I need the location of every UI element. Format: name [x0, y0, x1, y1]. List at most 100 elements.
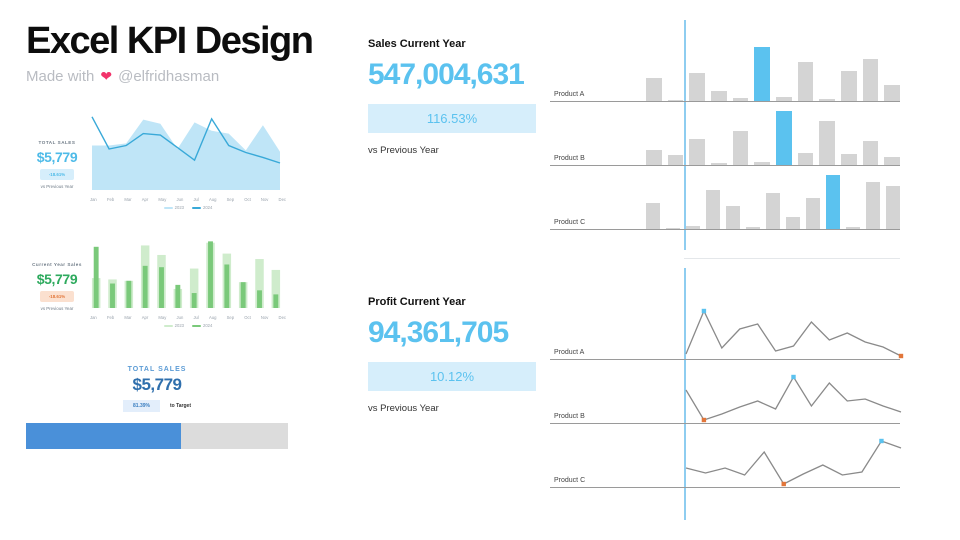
bar — [689, 72, 706, 101]
legend-label: 2023 — [174, 323, 184, 328]
legend-item: 2024 — [192, 205, 212, 210]
progress-bar-track — [26, 423, 288, 449]
bar — [689, 138, 706, 165]
x-tick: Sep — [226, 315, 235, 320]
x-tick: Jul — [193, 315, 199, 320]
x-tick: Jul — [193, 197, 199, 202]
bar-chart: Jan Feb Mar Apr May Jun Jul Aug Sep Oct Nov Dec 202… — [88, 236, 288, 336]
bar — [732, 131, 749, 165]
bar — [862, 141, 879, 165]
right-column: Sales Current Year 547,004,631 116.53% v… — [340, 0, 960, 540]
kpi-block-2: Current Year Sales $5,779 -18.61% vs Pre… — [26, 236, 88, 336]
bar — [886, 185, 900, 229]
bar — [766, 193, 780, 229]
kpi-subtext: vs Previous Year — [40, 183, 74, 189]
bar — [884, 84, 901, 101]
accent-divider-top — [684, 20, 686, 250]
bar — [884, 157, 901, 165]
baseline — [550, 100, 900, 102]
bar — [841, 154, 857, 165]
product-label: Product A — [554, 349, 585, 356]
bar-chart-svg — [91, 241, 281, 308]
kpi-label: Current Year Sales — [32, 261, 82, 267]
card-current-year-bars: Current Year Sales $5,779 -18.61% vs Pre… — [26, 236, 288, 336]
legend-swatch — [192, 324, 201, 327]
bar — [646, 78, 662, 101]
credit-line: Made with ❤ @elfridhasman — [26, 68, 320, 85]
baseline — [550, 228, 900, 230]
product-bar-row: Product C — [550, 166, 900, 230]
bar — [797, 152, 814, 165]
product-label: Product A — [554, 91, 585, 98]
bar — [711, 162, 727, 165]
bar — [706, 189, 720, 229]
bar — [841, 71, 857, 101]
bar — [819, 98, 836, 101]
product-line-row: Product A — [550, 296, 904, 360]
bar — [776, 96, 792, 101]
accent-divider-bottom — [684, 268, 686, 520]
x-tick: Dec — [278, 315, 286, 320]
legend-item: 2023 — [163, 205, 184, 210]
bar-chart-x-axis: Jan Feb Mar Apr May Jun Jul Aug Sep Oct Nov Dec — [88, 315, 288, 320]
kpi-value: $5,779 — [36, 148, 78, 165]
profit-panel: Profit Current Year 94,361,705 10.12% vs… — [340, 296, 960, 488]
x-tick: Nov — [260, 197, 269, 202]
x-tick: Apr — [141, 315, 149, 320]
card-progress-to-target: TOTAL SALES $5,779 81.39% to Target — [26, 366, 288, 452]
bar-group — [646, 45, 901, 101]
bar-highlighted — [754, 46, 771, 101]
heart-icon: ❤ — [100, 67, 113, 84]
legend-label: 2024 — [203, 323, 213, 328]
section-separator — [684, 258, 900, 259]
author-handle: @elfridhasman — [118, 67, 220, 85]
sales-subtext: vs Previous Year — [368, 145, 439, 156]
x-tick: May — [158, 315, 167, 320]
sales-panel: Sales Current Year 547,004,631 116.53% v… — [340, 38, 960, 230]
profit-label: Profit Current Year — [368, 296, 466, 308]
x-tick: Jan — [90, 315, 97, 320]
profit-product-lines: Product A Product B Product C — [550, 296, 960, 488]
product-label: Product C — [554, 477, 586, 484]
page-title: Excel KPI Design — [26, 20, 314, 62]
sales-value: 547,004,631 — [368, 58, 525, 91]
x-tick: Dec — [278, 197, 286, 202]
kpi-block-1: TOTAL SALES $5,779 -18.61% vs Previous Y… — [26, 108, 88, 220]
bar — [732, 98, 749, 101]
x-tick: Apr — [141, 197, 149, 202]
x-tick: Aug — [208, 197, 217, 202]
product-label: Product B — [554, 413, 585, 420]
bar — [797, 61, 814, 101]
profit-subtext: vs Previous Year — [368, 403, 439, 414]
x-tick: Feb — [106, 315, 115, 320]
profit-kpi: Profit Current Year 94,361,705 10.12% vs… — [340, 296, 550, 488]
profit-badge: 10.12% — [368, 362, 536, 391]
bar — [646, 202, 660, 229]
bar — [866, 182, 880, 229]
x-tick: Oct — [244, 315, 251, 320]
bar-chart-legend: 2023 2024 — [88, 323, 288, 328]
area-chart-x-axis: Jan Feb Mar Apr May Jun Jul Aug Sep Oct Nov Dec — [88, 197, 288, 202]
product-bar-row: Product A — [550, 38, 901, 102]
sales-badge: 116.53% — [368, 104, 536, 133]
bar — [862, 58, 879, 101]
profit-value: 94,361,705 — [368, 316, 509, 349]
area-chart-legend: 2023 2024 — [88, 205, 288, 210]
bar — [726, 206, 740, 229]
x-tick: May — [158, 197, 167, 202]
bar — [667, 99, 684, 101]
kpi-badge: -18.61% — [39, 168, 75, 180]
x-tick: Oct — [244, 197, 251, 202]
bar — [846, 227, 860, 229]
bar-highlighted — [826, 174, 840, 229]
baseline — [550, 422, 900, 424]
legend-item: 2024 — [192, 323, 212, 328]
product-bar-row: Product B — [550, 102, 901, 166]
sparkline — [685, 438, 902, 487]
x-tick: Jan — [90, 197, 97, 202]
kpi-label: TOTAL SALES — [38, 139, 76, 145]
baseline — [550, 486, 900, 488]
bar-group — [646, 173, 900, 229]
bar — [711, 91, 727, 101]
